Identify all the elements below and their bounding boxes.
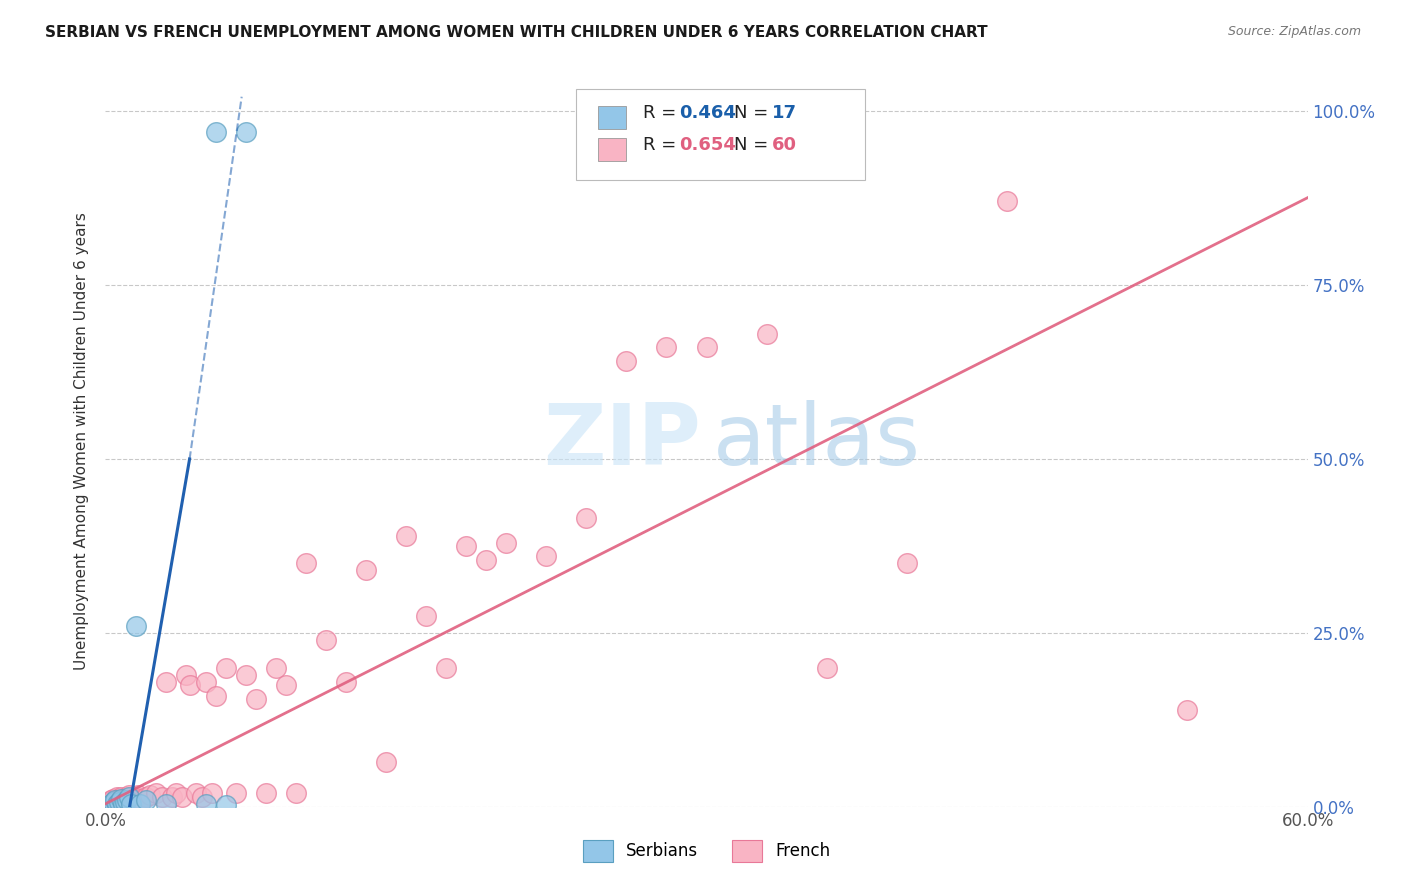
Point: [124, 789, 146, 804]
Point: [214, 798, 236, 813]
Point: [110, 792, 132, 806]
Point: [107, 789, 129, 804]
Point: [110, 789, 132, 804]
Text: Source: ZipAtlas.com: Source: ZipAtlas.com: [1227, 25, 1361, 38]
Point: [145, 786, 167, 800]
Text: 0.464: 0.464: [679, 104, 735, 122]
Point: [122, 792, 145, 806]
Point: [108, 792, 131, 806]
Point: [475, 553, 498, 567]
Text: atlas: atlas: [713, 400, 921, 483]
Point: [124, 619, 146, 633]
Point: [815, 661, 838, 675]
Point: [112, 793, 135, 807]
Point: [415, 608, 437, 623]
Point: [225, 786, 247, 800]
Point: [235, 668, 257, 682]
Text: R =: R =: [643, 104, 682, 122]
Point: [245, 692, 267, 706]
Point: [194, 797, 217, 811]
Point: [335, 674, 357, 689]
Point: [131, 793, 153, 807]
Text: ZIP: ZIP: [543, 400, 700, 483]
Text: N =: N =: [734, 104, 773, 122]
Text: 0.654: 0.654: [679, 136, 735, 154]
Point: [107, 797, 129, 811]
Point: [121, 797, 143, 811]
Point: [128, 792, 150, 806]
Point: [575, 511, 598, 525]
Point: [114, 792, 136, 806]
Text: SERBIAN VS FRENCH UNEMPLOYMENT AMONG WOMEN WITH CHILDREN UNDER 6 YEARS CORRELATI: SERBIAN VS FRENCH UNEMPLOYMENT AMONG WOM…: [45, 25, 987, 40]
Point: [103, 792, 125, 806]
Point: [155, 797, 177, 811]
Point: [160, 789, 183, 804]
Point: [135, 793, 157, 807]
Point: [295, 557, 318, 571]
Point: [103, 795, 125, 809]
Point: [1177, 703, 1199, 717]
Point: [204, 124, 226, 138]
Point: [184, 786, 207, 800]
Point: [315, 633, 337, 648]
Point: [755, 326, 778, 341]
Point: [112, 797, 135, 811]
Point: [100, 797, 122, 811]
Point: [284, 786, 307, 800]
Point: [155, 674, 177, 689]
Point: [121, 793, 143, 807]
Point: [190, 789, 212, 804]
Point: [104, 793, 127, 807]
Point: [117, 793, 139, 807]
Point: [995, 194, 1018, 209]
Point: [135, 789, 157, 804]
Point: [655, 341, 678, 355]
Point: [150, 789, 173, 804]
Point: [201, 786, 224, 800]
Point: [138, 788, 160, 802]
Point: [179, 678, 201, 692]
Point: [264, 661, 287, 675]
Point: [456, 539, 478, 553]
Point: [128, 797, 150, 811]
Point: [395, 528, 418, 542]
Point: [194, 674, 217, 689]
Point: [165, 786, 187, 800]
Point: [616, 354, 638, 368]
Point: [254, 786, 277, 800]
Legend: Serbians, French: Serbians, French: [576, 834, 837, 869]
Point: [118, 789, 141, 804]
Point: [174, 668, 197, 682]
Point: [104, 793, 127, 807]
Y-axis label: Unemployment Among Women with Children Under 6 years: Unemployment Among Women with Children U…: [75, 212, 90, 671]
Point: [696, 341, 718, 355]
Point: [235, 124, 257, 138]
Point: [354, 563, 377, 577]
Point: [375, 755, 398, 769]
Point: [108, 795, 131, 809]
Point: [118, 788, 141, 802]
Text: N =: N =: [734, 136, 773, 154]
Point: [114, 795, 136, 809]
Text: 17: 17: [772, 104, 797, 122]
Point: [204, 689, 226, 703]
Point: [127, 788, 149, 802]
Point: [170, 789, 193, 804]
Point: [434, 661, 457, 675]
Text: 60: 60: [772, 136, 797, 154]
Text: R =: R =: [643, 136, 682, 154]
Point: [214, 661, 236, 675]
Point: [495, 535, 517, 549]
Point: [100, 793, 122, 807]
Point: [536, 549, 558, 564]
Point: [896, 557, 918, 571]
Point: [274, 678, 297, 692]
Point: [117, 789, 139, 804]
